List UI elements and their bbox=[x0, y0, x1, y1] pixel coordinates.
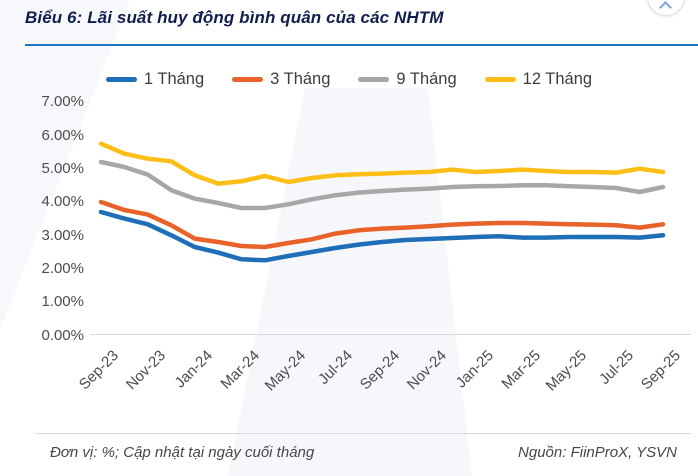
series-line-9-tháng bbox=[98, 159, 666, 211]
series-line-3-tháng bbox=[98, 199, 666, 250]
source-note: Nguồn: FiinProX, YSVN bbox=[518, 444, 677, 461]
legend-item-1[interactable]: 1 Tháng bbox=[105, 70, 205, 89]
y-axis-tick-label: 5.00% bbox=[41, 160, 84, 178]
legend-label: 9 Tháng bbox=[396, 70, 457, 88]
legend-item-3[interactable]: 9 Tháng bbox=[358, 70, 457, 89]
chevron-up-icon bbox=[659, 1, 672, 14]
y-axis-tick-label: 2.00% bbox=[41, 260, 84, 278]
legend-line-marker bbox=[105, 77, 137, 82]
chart-legend: 1 Tháng 3 Tháng 9 Tháng 12 Tháng bbox=[0, 70, 698, 89]
series-line-12-tháng bbox=[98, 141, 666, 186]
legend-line-marker bbox=[358, 77, 390, 82]
legend-label: 12 Tháng bbox=[522, 70, 593, 88]
y-axis-tick-label: 4.00% bbox=[41, 193, 84, 211]
series-line-1-tháng bbox=[98, 209, 666, 263]
y-axis-tick-label: 6.00% bbox=[41, 126, 84, 144]
legend-item-4[interactable]: 12 Tháng bbox=[484, 70, 593, 89]
footer-divider bbox=[35, 433, 691, 434]
y-axis-tick-label: 7.00% bbox=[41, 93, 84, 111]
chart-title: Biểu 6: Lãi suất huy động bình quân của … bbox=[25, 8, 444, 27]
x-axis-line bbox=[90, 334, 691, 335]
unit-note: Đơn vị: %; Cập nhật tại ngày cuối tháng bbox=[50, 444, 315, 461]
legend-label: 3 Tháng bbox=[270, 70, 331, 88]
scroll-top-button[interactable] bbox=[647, 0, 685, 16]
legend-label: 1 Tháng bbox=[143, 70, 205, 88]
y-axis-tick-label: 0.00% bbox=[41, 326, 84, 344]
legend-line-marker bbox=[484, 77, 516, 82]
legend-line-marker bbox=[232, 77, 264, 82]
y-axis-tick-label: 3.00% bbox=[41, 226, 84, 244]
y-axis-tick-label: 1.00% bbox=[41, 293, 84, 311]
title-underline bbox=[25, 44, 698, 46]
legend-item-2[interactable]: 3 Tháng bbox=[232, 70, 330, 89]
